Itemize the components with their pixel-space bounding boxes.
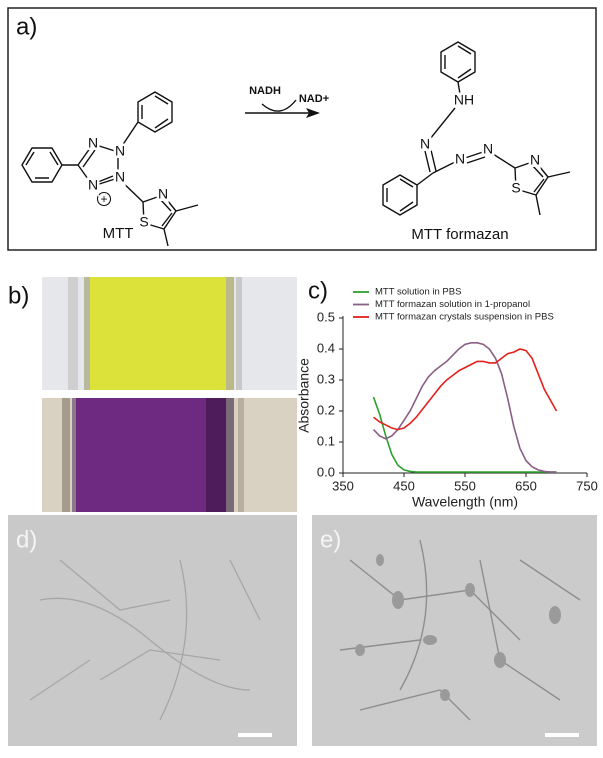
atom: N: [158, 186, 168, 202]
legend-label: MTT formazan solution in 1-propanol: [375, 299, 530, 310]
panel-a-frame: [7, 7, 597, 251]
series-line: [373, 348, 558, 431]
y-tick-label: 0.0: [317, 464, 335, 479]
reagent: NAD+: [299, 93, 329, 105]
panel-label: c): [308, 277, 328, 304]
chart: 0.0 0.1 0.2 0.3 0.4 0.5 350 450 550 650 750 Wavelen…: [296, 287, 598, 510]
compound-name: MTT: [103, 225, 134, 242]
x-tick-label: 450: [393, 478, 415, 493]
x-tick-label: 750: [576, 478, 598, 493]
formazan-structure: [382, 41, 571, 216]
charge-circle: [96, 191, 112, 207]
atom: N: [420, 136, 430, 152]
y-tick-label: 0.2: [317, 402, 335, 417]
y-axis-label: Absorbance: [296, 358, 312, 433]
y-tick-label: 0.4: [317, 340, 335, 355]
x-tick-label: 550: [454, 478, 476, 493]
photo-purple: [42, 398, 297, 512]
compound-name: MTT formazan: [411, 226, 508, 243]
atom: S: [139, 214, 148, 230]
x-tick-label: 350: [332, 478, 354, 493]
charge: +: [100, 192, 107, 206]
panel-label: b): [8, 282, 29, 309]
atom: N: [115, 169, 125, 185]
panel-label: a): [16, 13, 37, 40]
y-tick-label: 0.3: [317, 371, 335, 386]
atom: NH: [454, 92, 474, 108]
y-tick-label: 0.5: [317, 309, 335, 324]
micrograph-e: [312, 515, 597, 746]
series-line: [372, 342, 557, 473]
photo-yellow: [42, 277, 297, 390]
atom: N: [115, 143, 125, 159]
y-tick-label: 0.1: [317, 433, 335, 448]
cofactor-arrow: [261, 99, 297, 112]
atom: N: [483, 141, 493, 157]
x-tick-label: 650: [515, 478, 537, 493]
atom: N: [455, 151, 465, 167]
atom: N: [530, 152, 540, 168]
atom: N: [88, 135, 98, 151]
legend-label: MTT formazan crystals suspension in PBS: [375, 312, 554, 323]
panel-label: d): [16, 526, 37, 553]
series-line: [372, 396, 557, 473]
x-axis-label: Wavelength (nm): [412, 494, 518, 510]
reagent: NADH: [249, 85, 281, 97]
mtt-structure: [21, 91, 199, 247]
atom: N: [88, 177, 98, 193]
atom: S: [511, 180, 520, 196]
micrograph-d: [8, 515, 297, 746]
panel-label: e): [320, 526, 341, 553]
legend-label: MTT solution in PBS: [375, 287, 461, 298]
arrowhead: [306, 108, 320, 118]
